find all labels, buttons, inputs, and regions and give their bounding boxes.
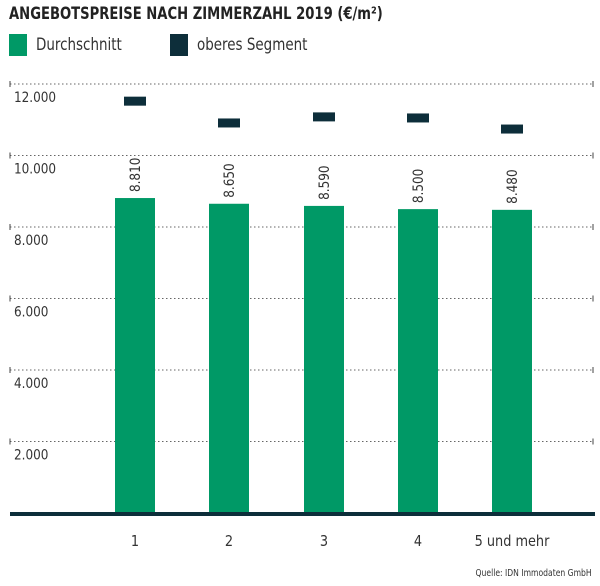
- segment-marker: [501, 124, 523, 134]
- legend: Durchschnitt oberes Segment: [9, 34, 358, 56]
- chart-title: ANGEBOTSPREISE NACH ZIMMERZAHL 2019 (€/m…: [9, 4, 383, 24]
- legend-label: Durchschnitt: [36, 35, 122, 55]
- bar: [115, 198, 155, 514]
- data-label: 8.650: [222, 163, 238, 197]
- y-tick-label: 6.000: [14, 305, 48, 321]
- bar: [398, 209, 438, 513]
- y-tick-label: 12.000: [14, 90, 56, 106]
- x-tick-label: 3: [320, 533, 328, 550]
- segment-marker: [407, 113, 429, 123]
- x-tick-label: 1: [131, 533, 139, 550]
- segment-marker: [124, 96, 146, 106]
- data-label: 8.500: [411, 169, 427, 203]
- segment-marker: [313, 112, 335, 122]
- data-label: 8.590: [317, 165, 333, 199]
- x-tick-label: 5 und mehr: [475, 533, 550, 550]
- data-label: 8.810: [128, 158, 144, 192]
- x-tick-label: 4: [414, 533, 422, 550]
- legend-label: oberes Segment: [196, 35, 307, 55]
- data-label: 8.480: [505, 169, 521, 203]
- y-tick-label: 2.000: [14, 448, 48, 464]
- bar: [492, 209, 532, 513]
- y-tick-label: 10.000: [14, 162, 56, 178]
- bar: [209, 203, 249, 513]
- y-tick-label: 8.000: [14, 233, 48, 249]
- legend-swatch: [169, 34, 188, 56]
- x-axis-line: [10, 512, 595, 516]
- legend-item-oberes-segment: oberes Segment: [169, 34, 322, 56]
- bar: [304, 205, 344, 513]
- x-tick-label: 2: [225, 533, 233, 550]
- y-tick-label: 4.000: [14, 376, 48, 392]
- legend-item-durchschnitt: Durchschnitt: [9, 34, 134, 56]
- source-note: Quelle: IDN Immodaten GmbH: [475, 568, 592, 579]
- legend-swatch: [9, 34, 27, 56]
- segment-marker: [218, 118, 240, 128]
